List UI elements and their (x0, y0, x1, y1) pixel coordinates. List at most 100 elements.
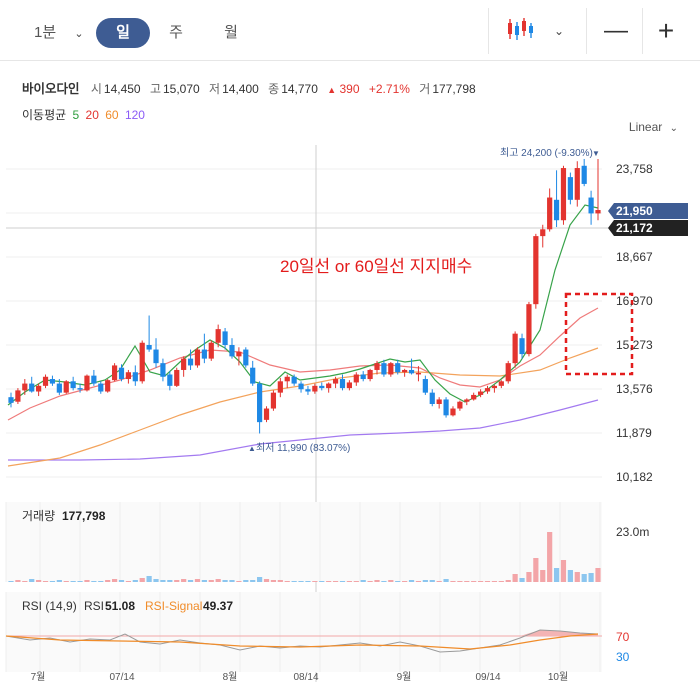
volume-panel-value: 177,798 (62, 509, 106, 523)
candle-body (49, 379, 56, 384)
volume-bar (319, 581, 325, 582)
scale-mode-dropdown[interactable]: Linear ⌄ (629, 120, 678, 134)
volume-bar (291, 581, 297, 582)
price-axis-label: 16,970 (616, 294, 653, 308)
change-percent: +2.71% (368, 82, 410, 96)
volume-bar (91, 581, 97, 582)
volume-bar (181, 579, 187, 582)
volume-bar (574, 572, 580, 582)
x-axis-label: 8월 (223, 671, 238, 682)
tab-monthly[interactable]: 월 (224, 24, 238, 41)
candle-body (208, 342, 214, 359)
volume-bar (547, 532, 553, 582)
candle-body (319, 385, 325, 389)
candle-body (284, 376, 290, 382)
candle-body (236, 351, 242, 357)
candle-body (560, 168, 567, 221)
candle-body (408, 369, 415, 374)
volume-value: 177,798 (432, 82, 476, 96)
candle-body (243, 349, 249, 366)
price-axis-label: 13,576 (616, 382, 653, 396)
high-arrow-icon: ▼ (592, 149, 600, 158)
candle-body (167, 374, 173, 386)
volume-bar (222, 580, 228, 582)
x-axis-label: 09/14 (475, 672, 500, 682)
ma-label: 이동평균 (22, 108, 67, 122)
volume-bar (208, 580, 214, 582)
chart-type-chevron-icon[interactable]: ⌄ (553, 24, 565, 38)
volume-bar (457, 581, 463, 582)
candle-body (70, 381, 76, 389)
candle-body (533, 236, 539, 305)
price-axis-label: 15,273 (616, 338, 653, 352)
candle-body (581, 165, 587, 184)
candle-body (429, 392, 435, 404)
volume-bar (77, 581, 83, 582)
candle-body (402, 369, 408, 373)
candle-body (63, 381, 69, 393)
candle-body (388, 363, 394, 375)
volume-bar (70, 581, 76, 582)
candle-body (229, 345, 235, 357)
candlestick-icon[interactable] (500, 16, 540, 46)
volume-bar (105, 580, 111, 582)
candle-body (505, 363, 511, 382)
candle-body (443, 399, 449, 416)
x-axis-label: 9월 (397, 671, 412, 682)
candle-body (29, 383, 35, 392)
volume-panel-bg (6, 502, 602, 582)
x-axis-label: 08/14 (293, 672, 318, 682)
x-axis-label: 10월 (548, 671, 568, 682)
volume-bar (63, 581, 69, 582)
change-up-icon: ▲ (327, 85, 337, 95)
candle-body (567, 177, 573, 200)
candle-body (360, 374, 366, 380)
tab-daily[interactable]: 일 (96, 18, 150, 48)
candle-body (588, 197, 594, 214)
rsi-level-high: 70 (616, 630, 630, 644)
volume-bar (167, 580, 173, 582)
volume-bar (84, 580, 90, 582)
low-value: 14,400 (222, 82, 259, 96)
volume-bar (49, 581, 56, 582)
high-price-marker: 최고 24,200 (-9.30%) (500, 147, 593, 159)
tab-weekly[interactable]: 주 (169, 24, 183, 41)
volume-bar (229, 580, 235, 582)
candle-body (132, 372, 138, 382)
chevron-down-icon: ⌄ (74, 28, 84, 40)
candle-body (332, 379, 339, 384)
rsi-panel-label: RSI (14,9) (22, 599, 77, 613)
candle-body (367, 369, 373, 380)
candle-body (118, 367, 125, 380)
rsi-level-low: 30 (616, 650, 630, 664)
volume-bar (498, 581, 504, 582)
rsi-signal-label: RSI-Signal (145, 599, 202, 613)
candle-body (574, 168, 580, 200)
candle-body (478, 391, 484, 395)
candle-body (422, 379, 428, 393)
rsi-panel-bg (6, 592, 602, 672)
zoom-out-button[interactable]: — (604, 17, 628, 44)
close-label: 종 (268, 82, 280, 96)
ma-5-line (7, 204, 599, 406)
candle-body (36, 385, 42, 392)
volume-bar (243, 580, 249, 582)
x-axis-label: 07/14 (109, 672, 134, 682)
volume-bar (581, 574, 587, 582)
candle-body (160, 363, 166, 377)
toolbar-divider (642, 8, 643, 54)
volume-bar (153, 579, 159, 582)
candle-body (298, 383, 304, 390)
volume-bar (111, 579, 118, 582)
ma-60-line (7, 347, 599, 467)
candle-body (547, 197, 553, 230)
minute-interval-dropdown[interactable]: 1분 ⌄ (34, 18, 84, 48)
zoom-in-button[interactable]: + (657, 15, 675, 46)
volume-bar (595, 568, 601, 582)
candle-body (270, 392, 277, 409)
volume-bar (201, 580, 207, 582)
volume-bar (277, 580, 283, 582)
volume-bar (540, 570, 546, 582)
candle-body (395, 363, 401, 373)
